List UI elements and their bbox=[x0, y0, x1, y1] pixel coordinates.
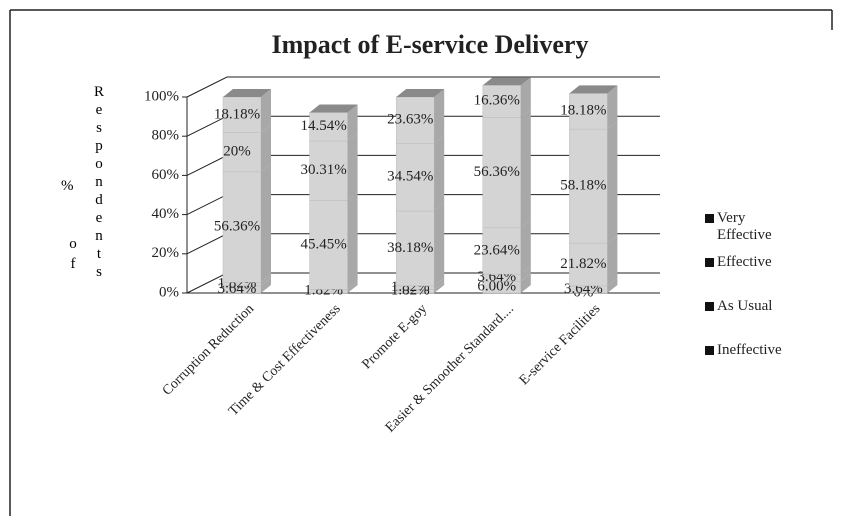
bar-segment bbox=[222, 171, 262, 283]
legend-swatch bbox=[705, 214, 714, 223]
bar-side bbox=[261, 124, 271, 172]
data-label: 34.54% bbox=[387, 169, 433, 185]
bar-top bbox=[396, 89, 445, 98]
y-tick-label: 80% bbox=[152, 128, 180, 144]
y-tick-label: 20% bbox=[152, 245, 180, 261]
y-tick-label: 100% bbox=[144, 88, 179, 104]
bar-side bbox=[607, 235, 618, 286]
bar-side bbox=[347, 192, 358, 290]
legend-item: As Usual bbox=[705, 298, 800, 315]
bar-segment bbox=[395, 210, 435, 287]
data-label: 20% bbox=[223, 144, 251, 160]
data-label: 18.18% bbox=[214, 106, 260, 122]
bar-side bbox=[520, 219, 531, 275]
bar-segment bbox=[309, 140, 348, 201]
bar-segment bbox=[482, 84, 522, 118]
data-label: 56.36% bbox=[214, 219, 260, 235]
bar-side bbox=[434, 277, 445, 290]
x-tick-label: Promote E-goy bbox=[359, 301, 430, 372]
y-label: of bbox=[65, 236, 81, 276]
plot: 0%20%40%60%80%100%3.64%1.82%56.36%20%18.… bbox=[144, 76, 660, 436]
data-label: 23.64% bbox=[474, 242, 520, 258]
y-label: Respondents bbox=[91, 84, 107, 282]
bar-side bbox=[347, 104, 358, 141]
legend-label: As Usual bbox=[717, 298, 773, 314]
data-label: 58.18% bbox=[560, 178, 606, 194]
data-label: 38.18% bbox=[387, 240, 433, 256]
bar-top bbox=[482, 77, 531, 86]
data-label: 21.82% bbox=[560, 256, 606, 272]
bar-side bbox=[607, 121, 618, 244]
bar-side bbox=[520, 109, 531, 228]
bar-segment bbox=[395, 96, 435, 144]
bar-segment bbox=[222, 132, 262, 173]
grid-line bbox=[186, 76, 660, 98]
legend-swatch bbox=[705, 346, 714, 355]
bar-side bbox=[520, 273, 531, 293]
bar-segment bbox=[569, 128, 608, 244]
y-label: % bbox=[61, 178, 74, 194]
bar-side bbox=[434, 281, 445, 293]
bar-side bbox=[520, 266, 531, 282]
bar-segment bbox=[395, 143, 435, 212]
bar-side bbox=[607, 277, 618, 293]
legend-item: Effective bbox=[705, 254, 800, 271]
bar-side bbox=[261, 277, 271, 293]
bar-side bbox=[434, 135, 445, 212]
data-label: 23.63% bbox=[387, 112, 433, 128]
legend-item: Ineffective bbox=[705, 342, 800, 359]
bar-side bbox=[434, 89, 445, 144]
y-tick-label: 40% bbox=[152, 206, 180, 222]
data-label: 16.36% bbox=[474, 93, 520, 109]
bar-segment bbox=[222, 96, 262, 133]
bar-segment bbox=[569, 242, 608, 287]
x-tick-label: E-service Facilities bbox=[517, 301, 604, 388]
chart-title: Impact of E-service Delivery bbox=[272, 30, 589, 59]
bar-side bbox=[261, 274, 271, 286]
bar-side bbox=[261, 163, 271, 283]
bar-top bbox=[223, 89, 271, 97]
data-label: 45.45% bbox=[300, 236, 346, 252]
data-label: 6.00% bbox=[477, 279, 516, 295]
bar-side bbox=[607, 85, 618, 130]
bar-segment bbox=[482, 117, 522, 229]
data-label: 30.31% bbox=[300, 162, 346, 178]
bar-segment bbox=[309, 112, 348, 142]
legend-label: Ineffective bbox=[717, 342, 782, 358]
y-tick-label: 60% bbox=[152, 167, 180, 183]
legend-label: Effective bbox=[717, 254, 772, 270]
legend-swatch bbox=[705, 302, 714, 311]
bar-side bbox=[520, 77, 531, 118]
legend-swatch bbox=[705, 258, 714, 267]
bar-top bbox=[309, 104, 358, 113]
legend-item: Very Effective bbox=[705, 210, 800, 244]
bar-top bbox=[569, 85, 618, 94]
bar-side bbox=[434, 203, 445, 286]
data-label: 14.54% bbox=[300, 118, 346, 134]
data-label: 56.36% bbox=[474, 164, 520, 180]
x-tick-label: Corruption Reduction bbox=[160, 301, 257, 398]
bar-side bbox=[261, 89, 271, 133]
data-label: 18.18% bbox=[560, 103, 606, 119]
y-tick-label: 0% bbox=[159, 284, 179, 300]
bar-side bbox=[347, 132, 358, 201]
bar-side bbox=[347, 281, 358, 293]
legend-label: Very Effective bbox=[717, 210, 772, 243]
